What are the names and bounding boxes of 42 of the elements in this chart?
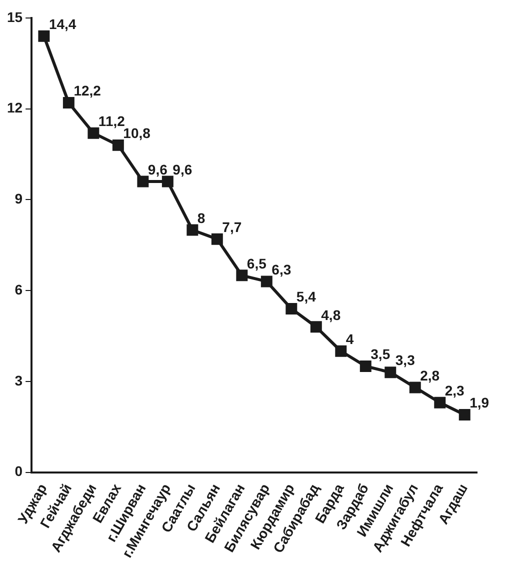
point xyxy=(236,270,248,282)
point xyxy=(458,408,470,420)
y-tick-label: 12 xyxy=(6,100,23,116)
point xyxy=(211,233,223,245)
point xyxy=(88,127,100,139)
data-label: 4,8 xyxy=(321,306,341,323)
data-label: 2,8 xyxy=(420,367,440,384)
data-label: 11,2 xyxy=(98,112,126,129)
point xyxy=(384,366,396,378)
point xyxy=(112,139,124,151)
y-tick-label: 0 xyxy=(14,463,23,480)
point xyxy=(360,360,372,372)
y-tick-label: 9 xyxy=(14,190,23,207)
data-label: 9,6 xyxy=(172,161,192,178)
point xyxy=(137,176,149,188)
point xyxy=(335,345,347,357)
point xyxy=(38,30,50,42)
data-label: 8 xyxy=(197,210,206,226)
y-tick-label: 15 xyxy=(6,8,23,25)
point xyxy=(434,396,446,408)
data-label: 2,3 xyxy=(444,382,465,398)
point xyxy=(409,382,421,394)
data-label: 12,2 xyxy=(74,82,102,99)
data-label: 14,4 xyxy=(48,16,76,32)
y-tick-label: 6 xyxy=(14,281,23,298)
point xyxy=(310,321,322,333)
data-label: 6,5 xyxy=(246,255,267,272)
point xyxy=(162,176,174,188)
y-tick-label: 3 xyxy=(14,372,23,388)
point xyxy=(286,302,298,314)
data-label: 5,4 xyxy=(296,288,316,305)
data-label: 9,6 xyxy=(148,161,168,178)
data-label: 6,3 xyxy=(272,261,292,278)
data-label: 4 xyxy=(346,330,354,347)
point xyxy=(260,276,272,288)
data-label: 10,8 xyxy=(123,125,151,142)
data-label: 1,9 xyxy=(470,394,490,411)
data-label: 3,3 xyxy=(395,352,416,368)
point xyxy=(62,97,74,109)
data-label: 7,7 xyxy=(222,218,242,235)
point xyxy=(186,224,198,236)
data-label: 3,5 xyxy=(370,346,390,362)
